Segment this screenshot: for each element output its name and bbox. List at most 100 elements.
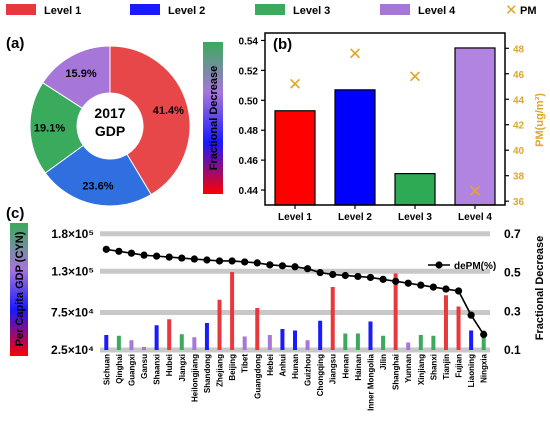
- x-tick-label: Level 4: [458, 212, 492, 223]
- x-tick-label: Hunan: [291, 354, 300, 379]
- bar: [142, 347, 147, 350]
- legend-marker: [435, 261, 443, 269]
- line-point: [454, 287, 463, 295]
- bar-line-chart-c: dePM(%) 2.5×10⁴ 7.5×10⁴ 1.3×10⁵ 1.8×10⁵ 0.1 0.…: [51, 227, 521, 411]
- line-point: [203, 256, 211, 264]
- donut-slice: [109, 45, 191, 196]
- y2-tick-label: 0.3: [504, 304, 521, 318]
- line-point: [417, 281, 425, 289]
- bar: [116, 335, 121, 350]
- line-point: [190, 255, 198, 263]
- bar: [355, 333, 360, 350]
- legend-label-level-4: Level 4: [418, 5, 456, 17]
- x-tick-label: Fujian: [455, 354, 464, 378]
- bar: [443, 295, 448, 350]
- x-tick-label: Guangxi: [127, 354, 136, 386]
- y-tick-label: 0.46: [239, 156, 259, 167]
- x-tick-label: Level 2: [338, 212, 372, 223]
- line-point: [115, 247, 123, 255]
- donut-slice-label: 23.6%: [82, 180, 113, 192]
- x-tick-label: Chongqing: [316, 354, 325, 396]
- y2-tick-label: 36: [513, 197, 525, 208]
- line-point: [253, 259, 261, 267]
- y-tick-label: 1.8×10⁵: [51, 227, 94, 241]
- line-point: [442, 285, 450, 293]
- x-tick-label: Hebei: [266, 354, 275, 376]
- x-tick-label: Jilin: [379, 354, 388, 370]
- panel-b: Fractional Decrease (b) Level 1 ✕ Level 2 ✕…: [203, 32, 546, 223]
- y2-axis-label-c: Fractional Decrease: [534, 236, 546, 341]
- x-tick-label: Guangdong: [253, 354, 262, 399]
- line-point: [266, 261, 274, 269]
- gradient-bar-c: [10, 223, 28, 356]
- pm-marker: ✕: [288, 75, 302, 94]
- legend-label-level-2: Level 2: [168, 5, 205, 17]
- x-tick-label: Shandong: [203, 354, 212, 393]
- legend-swatch-level-2: [130, 4, 160, 15]
- x-tick-label: Shaanxi: [153, 354, 162, 385]
- bar: [267, 335, 272, 350]
- panel-label-b: (b): [273, 36, 292, 53]
- bar: [454, 47, 496, 206]
- bar: [368, 321, 373, 350]
- panel-label-a: (a): [6, 35, 24, 52]
- bar: [334, 89, 376, 206]
- legend-label-depm: dePM(%): [454, 261, 496, 272]
- pm-marker: ✕: [468, 182, 482, 201]
- x-tick-label: Tianjin: [442, 354, 451, 380]
- bar: [154, 325, 159, 350]
- x-tick-label: Inner Mongolia: [366, 353, 375, 410]
- bar: [192, 337, 197, 350]
- y2-tick-label: 42: [513, 121, 525, 132]
- line-point: [140, 251, 148, 259]
- line-point: [329, 270, 337, 279]
- line-point: [303, 265, 312, 273]
- x-tick-label: Liaoning: [467, 354, 476, 387]
- x-tick-label: Zhejiang: [216, 354, 225, 387]
- y2-tick-label: 46: [513, 70, 525, 81]
- y-tick-label: 0.44: [239, 186, 259, 197]
- line-point: [379, 275, 387, 283]
- y-axis-label-c: Per Capita GDP (CYN): [14, 231, 26, 346]
- line-series: [106, 248, 485, 335]
- bar: [280, 329, 285, 350]
- bar: [431, 335, 436, 350]
- bar-chart-b: Level 1 ✕ Level 2 ✕ Level 3 ✕ Level 4 ✕ 0.44 0.46…: [239, 32, 525, 223]
- line-point: [404, 279, 412, 287]
- line-point: [153, 252, 161, 260]
- x-tick-label: Ningxia: [480, 353, 489, 382]
- x-tick-label: Hubei: [165, 354, 174, 376]
- donut-chart: 41.4% 23.6% 19.1% 15.9%: [29, 45, 191, 207]
- panel-a: (a) 41.4% 23.6% 19.1% 15.9% 2017 GDP: [6, 35, 191, 207]
- bar: [456, 306, 461, 350]
- x-tick-label: Beijing: [228, 354, 237, 381]
- bar: [129, 340, 134, 350]
- donut-slice-label: 15.9%: [65, 68, 96, 80]
- donut-center-year: 2017: [94, 105, 125, 121]
- legend-label-level-3: Level 3: [293, 5, 330, 17]
- bar: [104, 335, 109, 350]
- donut-slice-label: 41.4%: [153, 105, 184, 117]
- bar: [204, 323, 209, 350]
- line-point: [165, 253, 173, 261]
- x-tick-label: Qinghai: [115, 354, 124, 384]
- x-tick-label: Jiangsu: [329, 354, 338, 384]
- y-tick-label: 7.5×10⁴: [51, 306, 94, 320]
- line-point: [215, 257, 224, 265]
- y-tick-label: 0.50: [239, 96, 259, 107]
- line-point: [316, 268, 324, 277]
- bar: [167, 319, 172, 350]
- legend-label-level-1: Level 1: [44, 5, 81, 17]
- line-point: [467, 311, 475, 319]
- bar: [393, 273, 398, 350]
- line-point: [241, 258, 249, 266]
- x-tick-label: Guizhou: [304, 354, 313, 386]
- bar: [418, 335, 423, 350]
- donut-slice: [44, 144, 152, 207]
- gradient-bar-b: [203, 42, 223, 194]
- y2-tick-label: 0.1: [504, 343, 521, 357]
- y-tick-label: 1.3×10⁵: [51, 264, 94, 278]
- pm-marker: ✕: [408, 67, 422, 86]
- legend-swatch-level-4: [380, 4, 410, 15]
